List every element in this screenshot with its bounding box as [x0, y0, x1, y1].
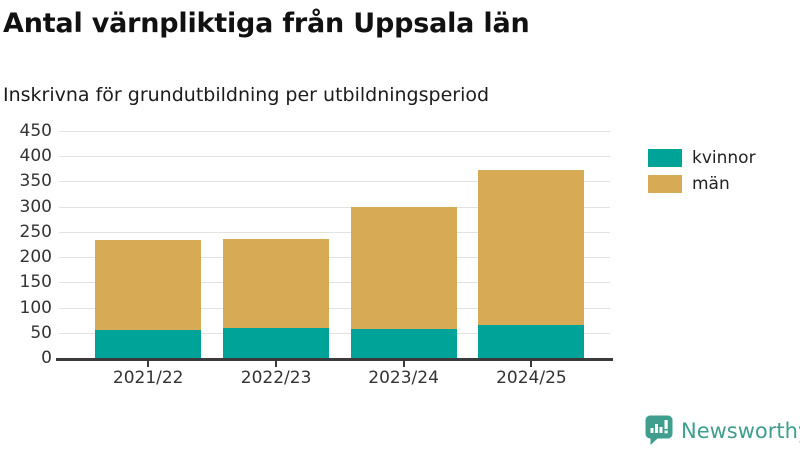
- x-axis-tick: [530, 360, 533, 367]
- newsworthy-logo[interactable]: Newsworthy: [644, 414, 800, 447]
- chart-title: Antal värnpliktiga från Uppsala län: [3, 8, 530, 39]
- newsworthy-wordmark: Newsworthy: [681, 418, 800, 443]
- legend-swatch-kvinnor: [648, 149, 682, 167]
- y-gridline: [59, 156, 610, 157]
- x-axis-tick-label: 2022/23: [240, 368, 312, 388]
- bar-segment-kvinnor: [478, 325, 585, 358]
- newsworthy-bar-chart-bubble-icon: [645, 415, 673, 445]
- x-axis-tick: [275, 360, 278, 367]
- y-axis-tick-label: 0: [41, 348, 52, 368]
- y-axis-tick-label: 250: [19, 221, 52, 242]
- legend-item-man: män: [648, 174, 756, 194]
- x-axis-tick: [147, 360, 150, 367]
- legend-swatch-man: [648, 175, 682, 193]
- x-axis-tick-label: 2024/25: [496, 368, 567, 388]
- x-axis-tick-label: 2021/22: [112, 368, 184, 388]
- y-axis-tick-label: 150: [19, 272, 52, 293]
- legend-item-kvinnor: kvinnor: [648, 148, 756, 168]
- chart-subtitle: Inskrivna för grundutbildning per utbild…: [3, 84, 490, 106]
- legend: kvinnor män: [648, 148, 756, 201]
- y-axis-tick-label: 50: [30, 322, 52, 343]
- y-axis-tick-label: 100: [19, 297, 52, 318]
- bar-segment-män: [478, 170, 585, 326]
- bar-segment-män: [95, 239, 202, 330]
- x-axis-tick: [402, 360, 405, 367]
- y-axis-tick-label: 400: [19, 146, 52, 166]
- y-gridline: [59, 181, 610, 183]
- y-gridline: [59, 332, 610, 334]
- legend-label: män: [692, 174, 730, 194]
- y-gridline: [59, 257, 610, 258]
- bar-segment-män: [350, 206, 457, 329]
- x-axis-line: [56, 357, 613, 361]
- y-gridline: [59, 206, 610, 208]
- y-gridline: [59, 231, 610, 233]
- bar-segment-kvinnor: [95, 329, 202, 358]
- y-axis-tick-label: 300: [19, 196, 52, 217]
- y-axis-tick-label: 350: [19, 171, 52, 192]
- y-gridline: [59, 307, 610, 309]
- y-axis-tick-label: 450: [19, 120, 52, 141]
- bar-segment-kvinnor: [350, 328, 457, 358]
- y-gridline: [59, 282, 610, 284]
- y-gridline: [59, 130, 610, 132]
- bar-segment-män: [223, 238, 330, 329]
- bar-segment-kvinnor: [223, 328, 330, 358]
- legend-label: kvinnor: [692, 148, 756, 168]
- x-axis-tick-label: 2023/24: [368, 368, 439, 388]
- y-axis-tick-label: 200: [19, 247, 52, 267]
